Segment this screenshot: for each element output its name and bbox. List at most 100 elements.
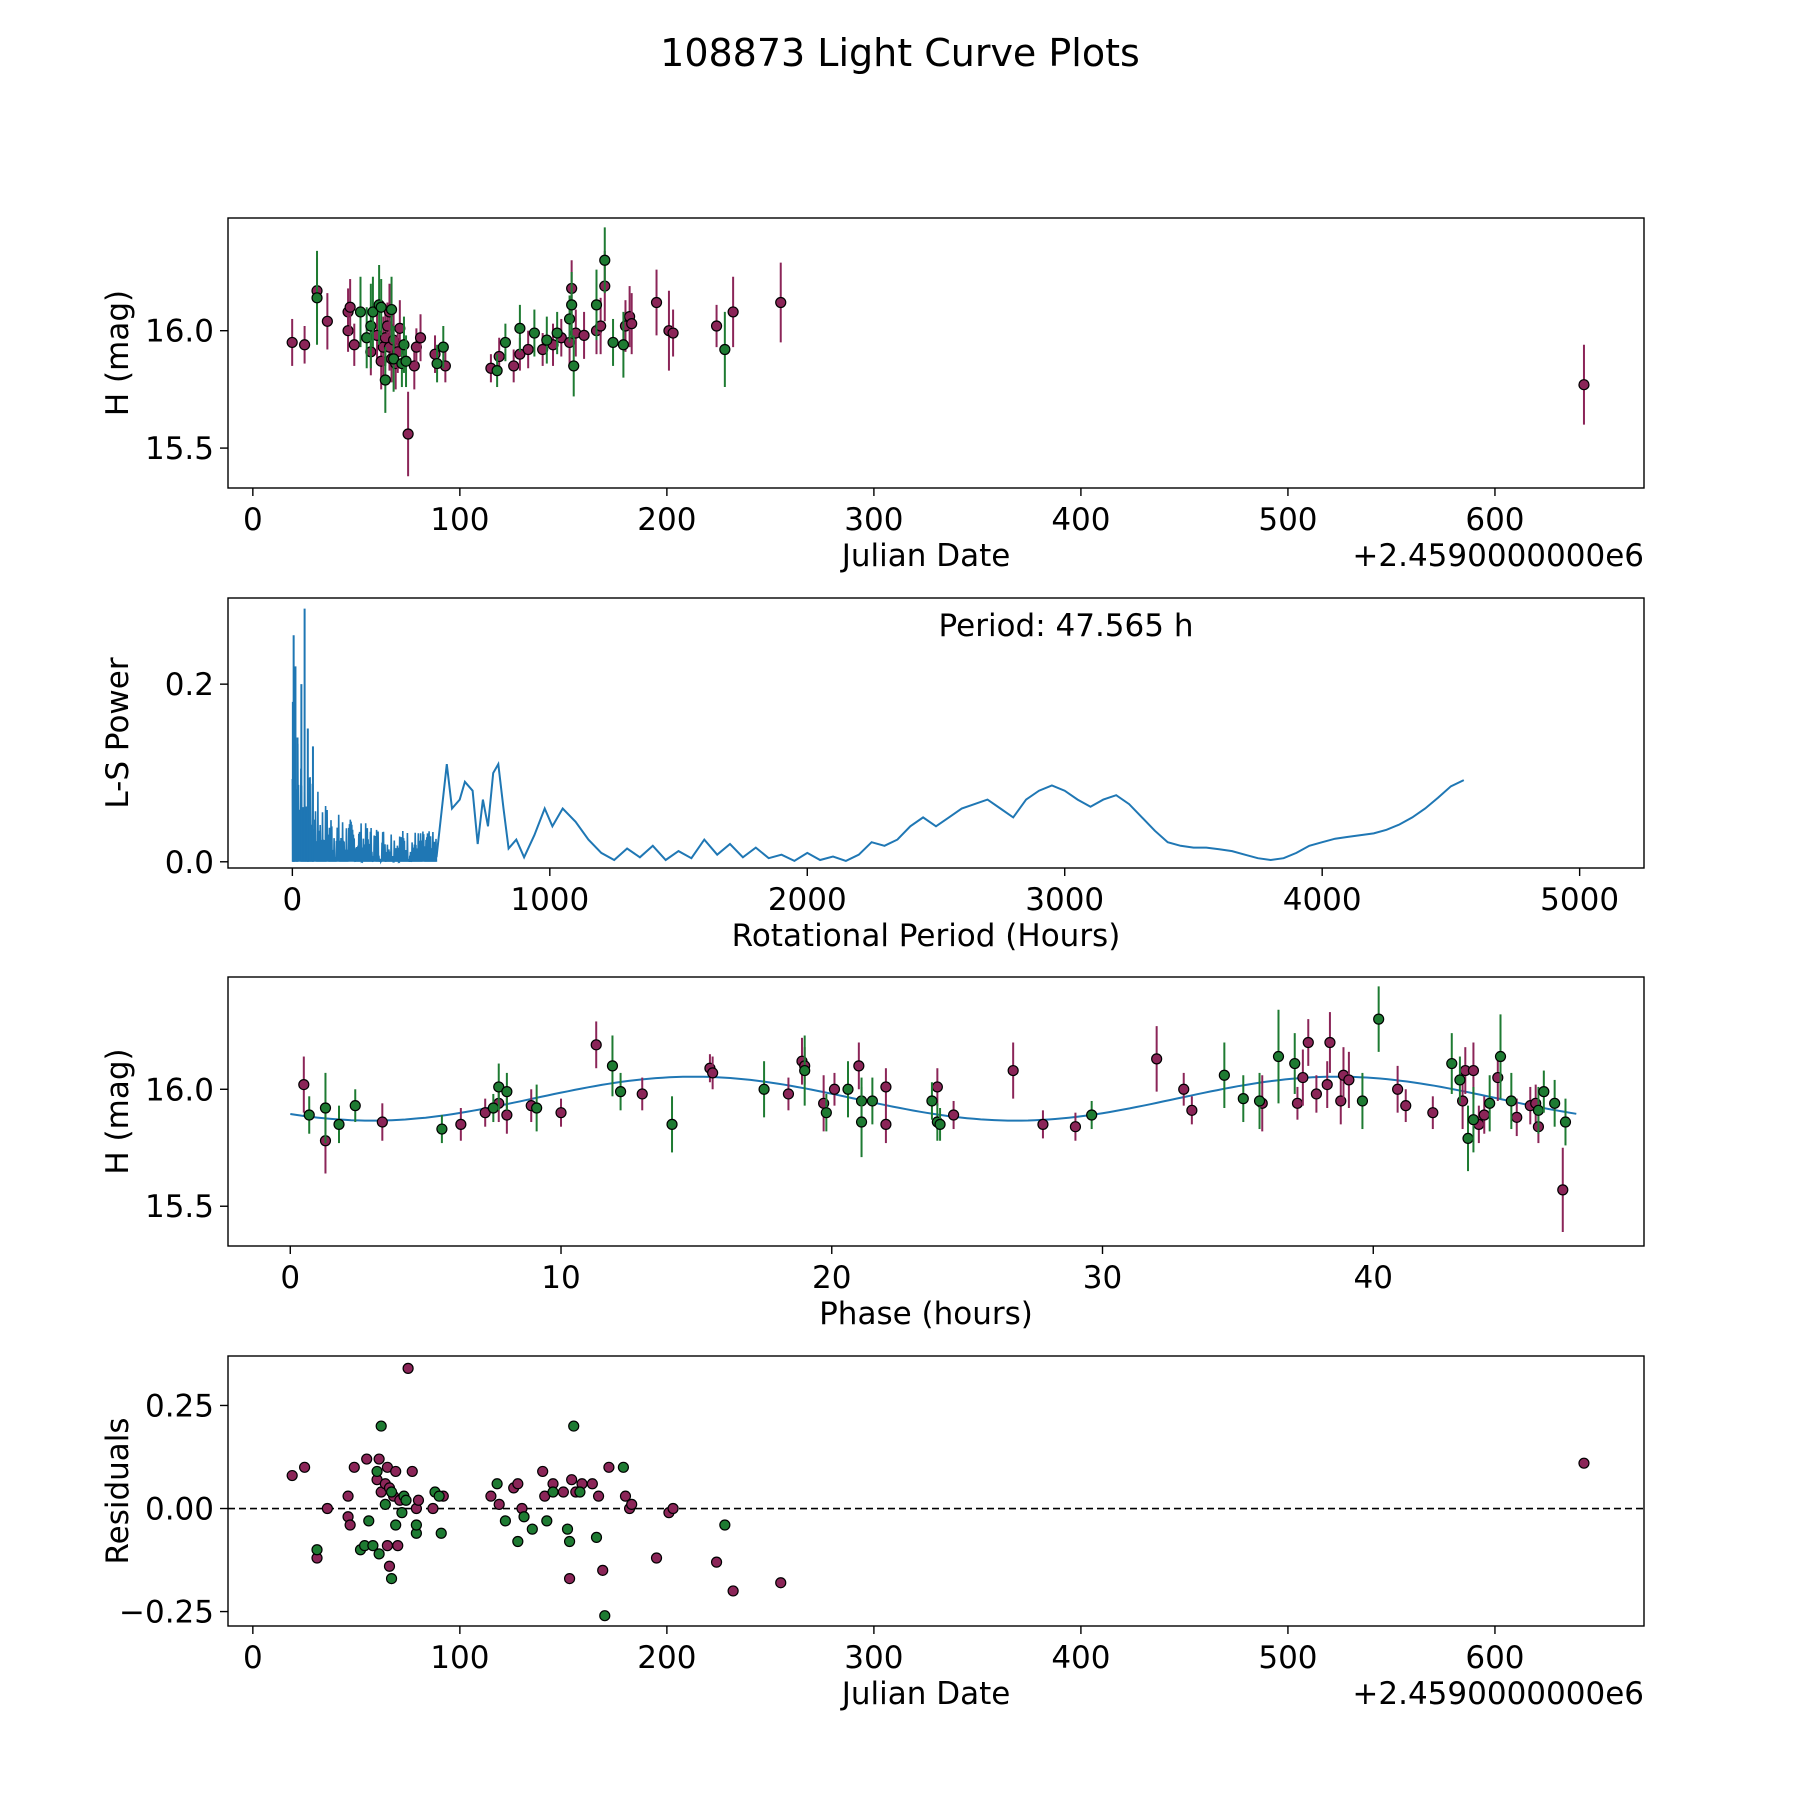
periodogram-panel: 0 1000 2000 3000 4000 5000 0.0 0.2 Rotational Pe… xyxy=(100,597,1645,954)
periodogram-plot-area xyxy=(291,608,1465,865)
data-point xyxy=(775,1577,787,1589)
y-tick-label: 15.5 xyxy=(145,431,214,467)
data-point xyxy=(298,339,311,351)
y-tick-label: 16.0 xyxy=(145,314,214,350)
data-point xyxy=(373,1548,385,1560)
data-point xyxy=(574,1486,586,1498)
data-point xyxy=(607,336,619,349)
data-point xyxy=(1549,1097,1561,1109)
data-point xyxy=(388,353,400,365)
data-point xyxy=(1467,1064,1480,1077)
data-point xyxy=(431,357,443,370)
data-point xyxy=(402,1362,414,1374)
data-point xyxy=(727,1585,739,1597)
data-point xyxy=(650,296,663,309)
x-tick-label: 2000 xyxy=(768,882,847,918)
data-point xyxy=(531,1102,543,1114)
data-point xyxy=(491,1478,503,1490)
x-tick-label: 20 xyxy=(812,1260,851,1296)
data-point xyxy=(775,296,787,309)
data-point xyxy=(855,1116,868,1128)
data-point xyxy=(1069,1121,1082,1133)
phased-lightcurve-panel: 0 10 20 30 40 15.5 16.0 Phase (hours) H (mag) xyxy=(100,976,1645,1332)
data-point xyxy=(385,1486,398,1498)
data-point xyxy=(617,1461,630,1473)
data-point xyxy=(828,1083,841,1095)
y-tick-label: 0.0 xyxy=(165,845,214,881)
x-axis-offset-label: +2.4590000000e6 xyxy=(1352,538,1644,574)
data-point xyxy=(537,1465,549,1478)
data-point xyxy=(1373,1013,1385,1025)
data-point xyxy=(491,365,503,377)
data-point xyxy=(385,303,398,316)
data-point xyxy=(376,1116,388,1128)
residuals-panel: 0 100 200 300 400 500 600 −0.25 0.00 0.25 Julian D… xyxy=(100,1355,1645,1712)
x-tick-label: 500 xyxy=(1258,1640,1317,1676)
lightcurve-plot-area xyxy=(286,227,1590,477)
data-point xyxy=(437,341,449,353)
y-tick-label: 15.5 xyxy=(145,1189,214,1225)
data-point xyxy=(782,1088,795,1100)
data-point xyxy=(1291,1097,1304,1109)
data-point xyxy=(617,339,630,351)
y-axis-label: H (mag) xyxy=(100,290,136,416)
data-point xyxy=(551,327,563,339)
data-point xyxy=(563,313,576,325)
data-point xyxy=(414,332,427,344)
data-point xyxy=(406,1465,418,1478)
data-point xyxy=(485,1490,497,1502)
green-series xyxy=(311,227,731,413)
data-point xyxy=(1427,1107,1439,1119)
data-point xyxy=(1218,1069,1230,1081)
data-point xyxy=(427,1502,439,1515)
data-point xyxy=(400,1494,412,1506)
data-point xyxy=(563,1535,576,1548)
x-tick-label: 500 xyxy=(1258,502,1317,538)
data-point xyxy=(390,1519,402,1531)
x-axis-offset-label: +2.4590000000e6 xyxy=(1352,1676,1644,1712)
data-point xyxy=(719,1519,731,1531)
data-point xyxy=(667,1502,679,1515)
x-tick-label: 0 xyxy=(243,1640,263,1676)
data-point xyxy=(566,299,578,311)
data-point xyxy=(499,1515,512,1527)
data-point xyxy=(390,1465,402,1478)
data-point xyxy=(597,1564,609,1576)
data-point xyxy=(799,1064,811,1077)
data-point xyxy=(557,1486,569,1498)
data-point xyxy=(344,1519,356,1531)
data-point xyxy=(590,1039,602,1051)
x-tick-label: 600 xyxy=(1465,1640,1524,1676)
x-tick-label: 100 xyxy=(430,1640,489,1676)
data-point xyxy=(522,343,534,356)
data-point xyxy=(853,1060,865,1072)
data-point xyxy=(541,334,553,346)
data-point xyxy=(926,1095,938,1107)
data-point xyxy=(1178,1083,1190,1095)
x-tick-label: 300 xyxy=(844,1640,903,1676)
data-point xyxy=(626,1498,638,1510)
data-point xyxy=(1505,1095,1517,1107)
data-point xyxy=(375,1420,387,1432)
data-point xyxy=(392,1540,404,1552)
x-axis-label: Rotational Period (Hours) xyxy=(732,918,1121,954)
magenta-series xyxy=(298,1012,1569,1232)
x-tick-label: 10 xyxy=(541,1260,580,1296)
data-point xyxy=(606,1060,619,1072)
x-tick-label: 4000 xyxy=(1283,882,1362,918)
data-point xyxy=(1151,1053,1163,1065)
data-point xyxy=(501,1086,513,1098)
data-point xyxy=(1557,1184,1569,1196)
data-point xyxy=(528,327,540,339)
data-point xyxy=(487,1102,499,1114)
y-tick-label: 0.00 xyxy=(145,1492,214,1528)
data-point xyxy=(348,1461,360,1473)
data-point xyxy=(493,1081,505,1093)
data-point xyxy=(354,306,367,318)
data-point xyxy=(1356,1095,1369,1107)
data-point xyxy=(842,1083,854,1095)
data-point xyxy=(375,301,387,313)
data-point xyxy=(626,318,638,330)
data-point xyxy=(599,254,611,266)
data-point xyxy=(666,1118,678,1130)
